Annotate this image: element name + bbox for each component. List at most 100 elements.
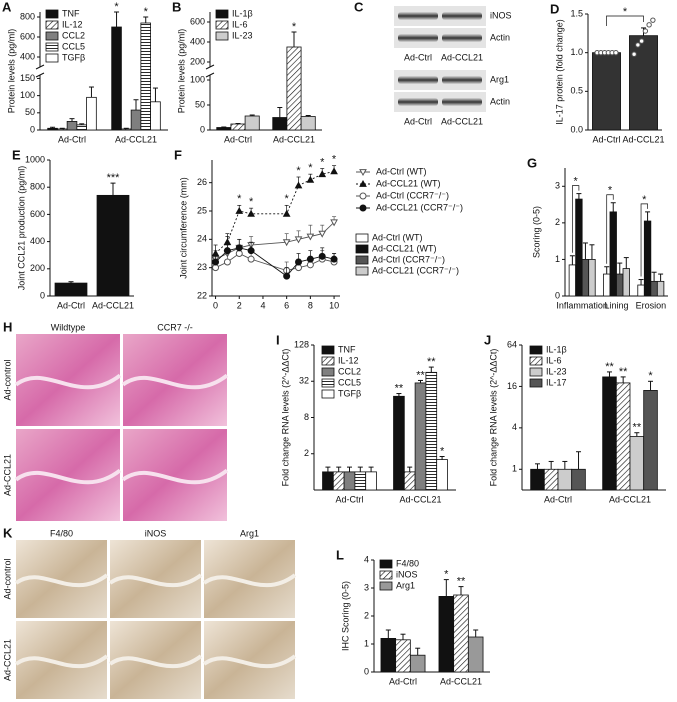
significance-label: ** bbox=[395, 382, 404, 394]
x-tick-label: 10 bbox=[329, 300, 339, 310]
y-tick-label: 0 bbox=[200, 124, 205, 134]
y-axis-label: Scoring (0-5) bbox=[531, 206, 541, 258]
bar bbox=[414, 382, 427, 491]
row-label: Ad-CCL21 bbox=[2, 454, 12, 496]
significance-bracket bbox=[572, 185, 580, 253]
blot-band bbox=[398, 76, 438, 84]
data-point bbox=[646, 22, 652, 28]
data-point bbox=[212, 264, 220, 272]
x-tick-label: Ad-Ctrl bbox=[389, 676, 417, 686]
legend-swatch bbox=[379, 581, 393, 591]
data-point bbox=[295, 264, 303, 272]
data-point bbox=[306, 255, 314, 263]
x-tick-label: Ad-CCL21 bbox=[440, 676, 482, 686]
legend-label: IL-1β bbox=[232, 8, 253, 18]
blot-band bbox=[442, 76, 482, 84]
bar bbox=[66, 121, 78, 131]
tissue-contour bbox=[108, 573, 203, 588]
band-label: Arg1 bbox=[490, 74, 509, 84]
bar bbox=[616, 273, 624, 297]
data-point bbox=[212, 258, 220, 266]
significance-label: ** bbox=[457, 576, 466, 588]
significance-label: * bbox=[296, 165, 301, 177]
legend-swatch bbox=[529, 345, 543, 355]
y-tick-label: 400 bbox=[20, 51, 35, 61]
x-tick-label: 6 bbox=[284, 300, 289, 310]
legend-label: CCL2 bbox=[338, 366, 361, 376]
legend-label: Ad-Ctrl (WT) bbox=[376, 166, 427, 176]
y-axis-label: Joint CCL21 production (pg/ml) bbox=[16, 166, 26, 291]
column-label: iNOS bbox=[145, 528, 167, 538]
y-tick-label: 50 bbox=[195, 99, 205, 109]
bar bbox=[111, 26, 122, 131]
axis-break bbox=[206, 67, 214, 75]
bar bbox=[557, 468, 573, 491]
data-point bbox=[330, 255, 338, 263]
lane-label: Ad-Ctrl bbox=[404, 52, 432, 62]
significance-bracket bbox=[606, 194, 614, 264]
row-label: Ad-CCL21 bbox=[2, 639, 12, 681]
data-point bbox=[318, 252, 326, 260]
x-tick-label: Ad-Ctrl bbox=[544, 494, 572, 504]
y-tick-label: 3 bbox=[364, 582, 369, 592]
y-tick-label: 2 bbox=[555, 217, 560, 227]
tissue-contour bbox=[202, 654, 297, 669]
column-label: Arg1 bbox=[240, 528, 259, 538]
axis-break bbox=[35, 64, 45, 70]
data-point bbox=[631, 51, 637, 57]
significance-label: * bbox=[237, 193, 242, 205]
significance-label: * bbox=[308, 162, 313, 174]
bar bbox=[403, 471, 416, 491]
y-tick-label: 2 bbox=[304, 448, 309, 458]
legend-label: IL-17 bbox=[546, 377, 567, 387]
significance-label: ** bbox=[619, 366, 628, 378]
legend-label: Ad-Ctrl (CCR7⁻/⁻) bbox=[376, 190, 449, 200]
panel-letter: G bbox=[527, 155, 537, 170]
tissue-contour bbox=[14, 573, 109, 588]
data-point bbox=[306, 233, 315, 241]
y-tick-label: 100 bbox=[20, 90, 35, 100]
legend-label: IL-6 bbox=[232, 19, 248, 29]
blot-strip bbox=[394, 70, 486, 90]
y-tick-label: 4 bbox=[364, 554, 369, 564]
x-tick-label: Ad-Ctrl bbox=[224, 134, 252, 144]
panel-letter: A bbox=[2, 0, 12, 14]
legend-label: TGFβ bbox=[338, 388, 361, 398]
bar bbox=[57, 128, 68, 131]
bar bbox=[332, 471, 345, 491]
tissue-contour bbox=[14, 654, 109, 669]
legend-swatch bbox=[45, 9, 59, 19]
tissue-contour bbox=[14, 373, 122, 390]
legend-swatch bbox=[379, 570, 393, 580]
significance-label: * bbox=[144, 6, 149, 18]
x-tick-label: Ad-CCL21 bbox=[622, 134, 664, 144]
bar bbox=[286, 46, 302, 131]
bar bbox=[615, 382, 631, 491]
y-tick-label: 1 bbox=[364, 638, 369, 648]
panel-letter: H bbox=[3, 319, 12, 334]
x-tick-label: Ad-Ctrl bbox=[592, 134, 620, 144]
y-tick-label: 0 bbox=[30, 124, 35, 134]
legend-swatch bbox=[321, 356, 335, 366]
legend-label: TNF bbox=[338, 344, 356, 354]
legend-swatch bbox=[45, 31, 59, 41]
legend-label: TNF bbox=[62, 8, 80, 18]
significance-label: ** bbox=[416, 369, 425, 381]
data-point bbox=[306, 261, 314, 269]
x-tick-label: Inflammation bbox=[556, 300, 608, 310]
y-tick-label: 0 bbox=[555, 290, 560, 300]
significance-label: * bbox=[444, 569, 449, 581]
bar bbox=[300, 116, 316, 131]
y-tick-label: 25 bbox=[197, 205, 207, 215]
legend-swatch bbox=[45, 53, 59, 63]
bar bbox=[96, 194, 130, 297]
y-tick-label: 200 bbox=[190, 56, 205, 66]
y-tick-label: 16 bbox=[507, 381, 517, 391]
x-tick-label: Ad-CCL21 bbox=[92, 300, 134, 310]
data-point bbox=[247, 255, 255, 263]
tissue-contour bbox=[14, 468, 122, 485]
bar bbox=[436, 459, 448, 491]
legend-label: TGFβ bbox=[62, 52, 85, 62]
significance-label: * bbox=[320, 156, 325, 168]
band-label: Actin bbox=[490, 32, 510, 42]
